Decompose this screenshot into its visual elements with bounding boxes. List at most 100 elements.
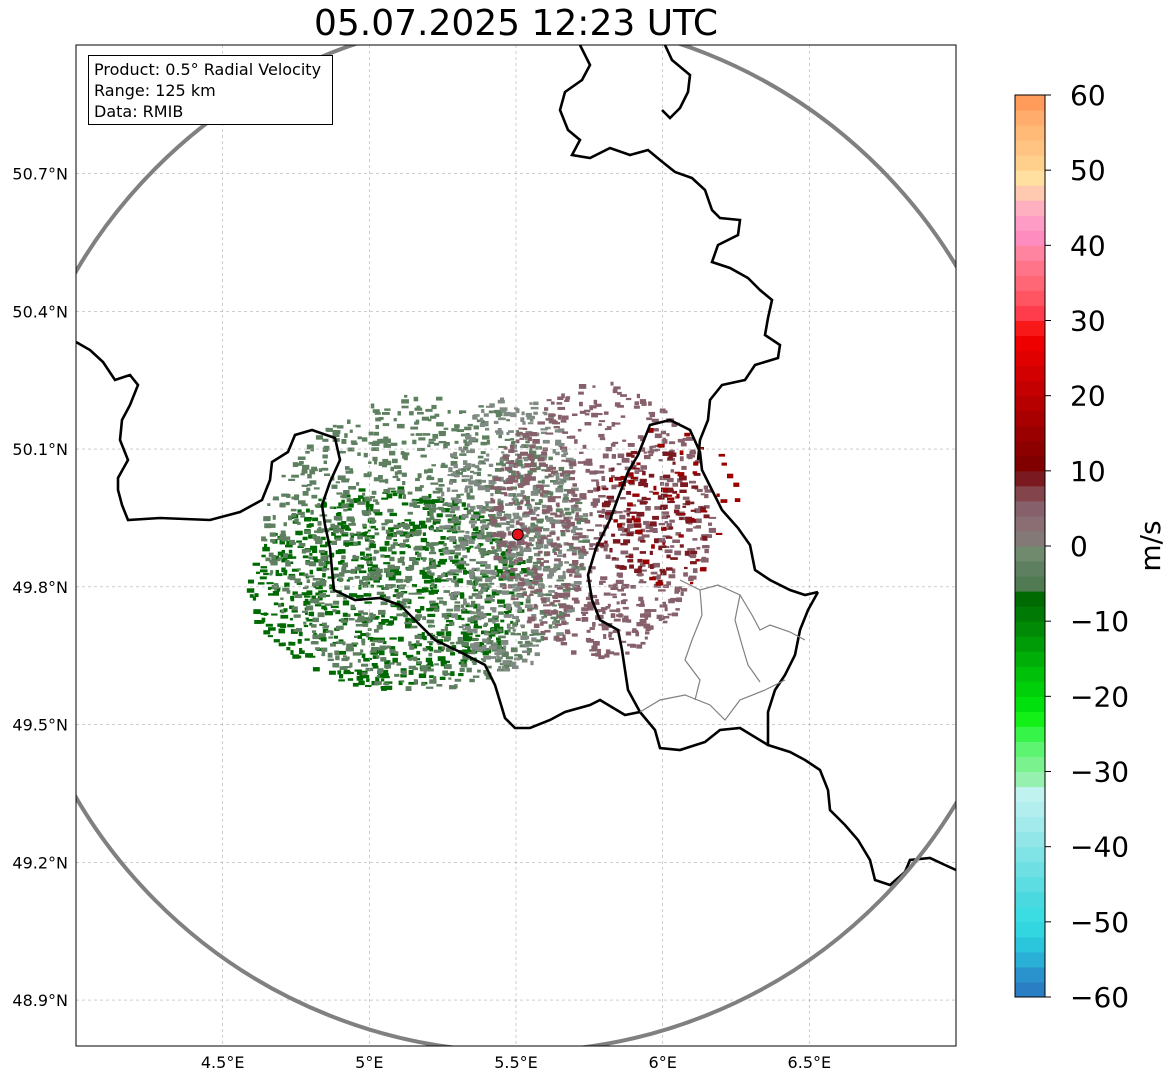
echo-cell	[312, 517, 319, 522]
echo-cell	[377, 668, 384, 673]
echo-cell	[389, 569, 394, 573]
echo-cell	[416, 588, 424, 593]
echo-cell	[359, 674, 366, 677]
echo-cell	[427, 475, 432, 480]
echo-cell	[568, 499, 574, 503]
echo-cell	[454, 604, 461, 608]
echo-cell	[611, 454, 617, 459]
echo-cell	[527, 470, 533, 475]
echo-cell	[467, 423, 473, 427]
echo-cell	[584, 422, 592, 426]
echo-cell	[289, 539, 295, 545]
echo-cell	[686, 453, 693, 459]
echo-cell	[664, 549, 673, 554]
echo-cell	[522, 456, 528, 460]
echo-cell	[464, 487, 469, 493]
echo-cell	[504, 611, 509, 617]
echo-cell	[414, 504, 421, 509]
echo-cell	[610, 586, 619, 591]
echo-cell	[340, 559, 345, 565]
echo-cell	[376, 572, 382, 575]
echo-cell	[690, 517, 695, 523]
echo-cell	[365, 500, 371, 505]
echo-cell	[554, 558, 561, 562]
echo-cell	[343, 540, 350, 543]
echo-cell	[389, 556, 395, 562]
echo-cell	[449, 569, 458, 572]
echo-cell	[402, 453, 407, 459]
echo-cell	[386, 573, 393, 577]
echo-cell	[305, 653, 314, 658]
echo-cell	[346, 498, 351, 503]
echo-cell	[733, 482, 740, 487]
echo-cell	[648, 453, 654, 457]
echo-cell	[357, 659, 361, 663]
echo-cell	[513, 450, 518, 453]
echo-cell	[416, 611, 421, 614]
echo-cell	[513, 463, 518, 468]
echo-cell	[268, 627, 276, 631]
echo-cell	[502, 651, 509, 655]
echo-cell	[534, 532, 541, 537]
echo-cell	[522, 495, 527, 500]
echo-cell	[325, 554, 332, 558]
echo-cell	[400, 556, 405, 560]
echo-cell	[348, 618, 355, 621]
echo-cell	[592, 498, 600, 503]
echo-cell	[469, 573, 474, 579]
echo-cell	[690, 449, 696, 452]
echo-cell	[410, 433, 415, 436]
echo-cell	[564, 473, 571, 477]
echo-cell	[260, 569, 268, 573]
echo-cell	[379, 479, 386, 483]
echo-cell	[306, 487, 311, 491]
echo-cell	[530, 524, 539, 528]
echo-cell	[301, 503, 308, 507]
echo-cell	[371, 575, 380, 581]
echo-cell	[645, 529, 654, 533]
echo-cell	[325, 611, 333, 616]
echo-cell	[341, 499, 345, 504]
echo-cell	[481, 524, 490, 529]
echo-cell	[604, 514, 612, 519]
echo-cell	[621, 593, 627, 596]
echo-cell	[261, 554, 266, 558]
echo-cell	[553, 546, 558, 552]
echo-cell	[571, 470, 576, 473]
echo-cell	[442, 601, 447, 606]
echo-cell	[517, 483, 526, 487]
echo-cell	[380, 595, 384, 599]
echo-cell	[636, 644, 643, 649]
echo-cell	[329, 584, 334, 590]
echo-cell	[510, 438, 515, 441]
echo-cell	[684, 432, 691, 437]
echo-cell	[467, 628, 475, 632]
echo-cell	[480, 441, 488, 446]
echo-cell	[615, 579, 624, 584]
echo-cell	[610, 613, 616, 618]
echo-cell	[305, 508, 310, 513]
echo-cell	[409, 557, 416, 562]
echo-cell	[301, 592, 308, 596]
echo-cell	[528, 527, 535, 533]
echo-cell	[471, 600, 476, 605]
echo-cell	[528, 510, 536, 516]
echo-cell	[519, 549, 524, 554]
echo-cell	[578, 555, 584, 559]
echo-cell	[285, 501, 290, 506]
echo-cell	[672, 539, 680, 543]
echo-cell	[693, 461, 699, 466]
echo-cell	[501, 463, 506, 467]
echo-cell	[415, 501, 423, 504]
echo-cell	[423, 571, 429, 576]
echo-cell	[481, 506, 488, 510]
echo-cell	[363, 473, 371, 478]
echo-cell	[659, 475, 666, 481]
echo-cell	[543, 613, 548, 618]
echo-cell	[273, 496, 279, 499]
echo-cell	[641, 569, 647, 572]
echo-cell	[337, 670, 342, 675]
echo-cell	[336, 425, 344, 429]
echo-cell	[412, 531, 420, 537]
echo-cell	[638, 565, 643, 569]
